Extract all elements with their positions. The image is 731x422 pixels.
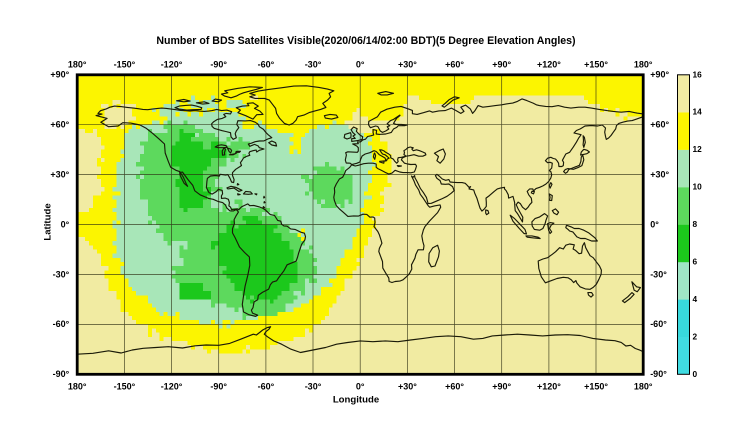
svg-text:+60°: +60° xyxy=(445,60,464,70)
svg-text:Latitude: Latitude xyxy=(43,203,54,240)
svg-text:10: 10 xyxy=(693,182,703,192)
svg-text:-90°: -90° xyxy=(210,60,227,70)
svg-text:14: 14 xyxy=(693,107,703,117)
svg-text:+30°: +30° xyxy=(650,169,669,179)
svg-text:+30°: +30° xyxy=(398,60,417,70)
svg-text:12: 12 xyxy=(693,144,703,154)
svg-text:-60°: -60° xyxy=(258,60,275,70)
svg-text:180°: 180° xyxy=(68,60,87,70)
svg-text:+90°: +90° xyxy=(492,382,511,392)
svg-text:4: 4 xyxy=(693,294,698,304)
svg-text:+120°: +120° xyxy=(537,382,561,392)
svg-text:+150°: +150° xyxy=(584,60,608,70)
svg-text:Longitude: Longitude xyxy=(333,395,379,406)
svg-text:+60°: +60° xyxy=(445,382,464,392)
svg-text:2: 2 xyxy=(693,331,698,341)
svg-text:Number of BDS Satellites Visib: Number of BDS Satellites Visible(2020/06… xyxy=(156,35,575,47)
svg-text:0: 0 xyxy=(693,369,698,379)
svg-text:180°: 180° xyxy=(634,382,653,392)
svg-text:+150°: +150° xyxy=(584,382,608,392)
svg-text:0°: 0° xyxy=(356,60,365,70)
svg-text:+90°: +90° xyxy=(492,60,511,70)
svg-text:8: 8 xyxy=(693,219,698,229)
svg-text:+60°: +60° xyxy=(50,120,69,130)
svg-text:-150°: -150° xyxy=(114,60,136,70)
svg-text:0°: 0° xyxy=(650,219,659,229)
svg-text:180°: 180° xyxy=(634,60,653,70)
svg-text:+120°: +120° xyxy=(537,60,561,70)
svg-text:-90°: -90° xyxy=(650,369,667,379)
svg-text:-30°: -30° xyxy=(53,269,70,279)
svg-text:-30°: -30° xyxy=(305,382,322,392)
svg-text:+90°: +90° xyxy=(650,70,669,80)
svg-text:-120°: -120° xyxy=(161,60,183,70)
svg-text:-30°: -30° xyxy=(650,269,667,279)
svg-text:-150°: -150° xyxy=(114,382,136,392)
svg-text:180°: 180° xyxy=(68,382,87,392)
svg-text:-60°: -60° xyxy=(53,319,70,329)
svg-text:6: 6 xyxy=(693,256,698,266)
svg-text:+90°: +90° xyxy=(50,70,69,80)
svg-text:+30°: +30° xyxy=(398,382,417,392)
svg-text:+30°: +30° xyxy=(50,169,69,179)
svg-text:-120°: -120° xyxy=(161,382,183,392)
svg-text:0°: 0° xyxy=(61,219,70,229)
svg-text:-90°: -90° xyxy=(210,382,227,392)
svg-text:-60°: -60° xyxy=(258,382,275,392)
svg-text:+60°: +60° xyxy=(650,120,669,130)
svg-text:-90°: -90° xyxy=(53,369,70,379)
svg-text:-60°: -60° xyxy=(650,319,667,329)
svg-text:0°: 0° xyxy=(356,382,365,392)
svg-text:-30°: -30° xyxy=(305,60,322,70)
svg-text:16: 16 xyxy=(693,69,703,79)
